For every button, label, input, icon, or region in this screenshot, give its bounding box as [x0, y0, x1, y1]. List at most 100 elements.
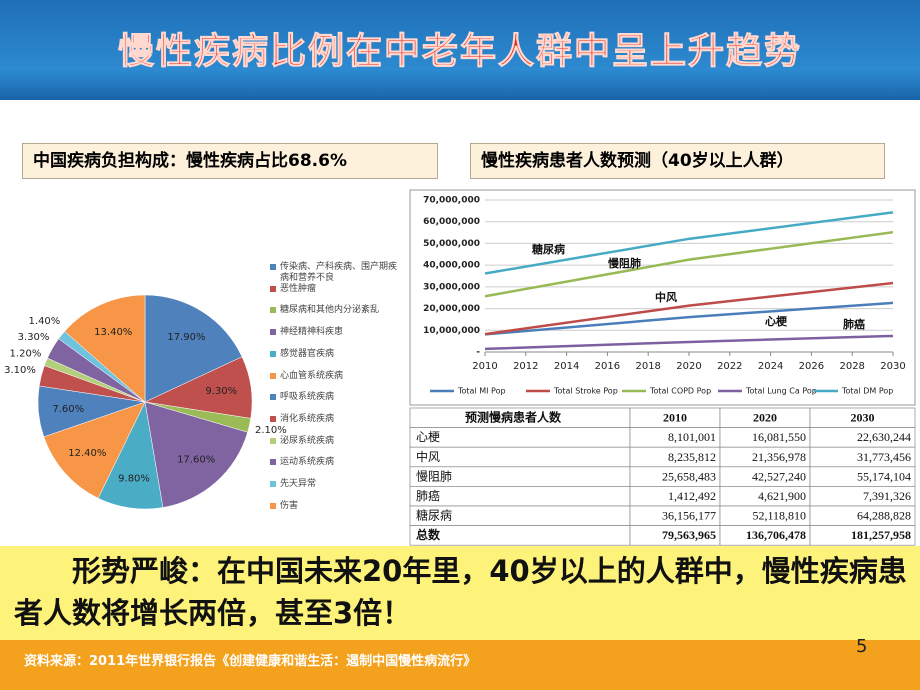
table-cell-text: 21,356,978 [752, 450, 806, 464]
legend-item: 运动系统疾病 [270, 457, 400, 468]
legend-label: Total COPD Pop [649, 387, 711, 396]
x-tick-label: 2024 [758, 361, 783, 372]
legend-label: Total Lung Ca Pop [745, 387, 817, 396]
y-tick-label: 50,000,000 [423, 239, 480, 249]
x-tick-label: 2020 [676, 361, 701, 372]
x-tick-label: 2018 [635, 361, 660, 372]
legend-swatch [270, 329, 276, 336]
x-tick-label: 2030 [880, 361, 905, 372]
data-label: 3.30% [18, 332, 50, 343]
line [484, 281, 894, 336]
legend-item: 恶性肿瘤 [270, 284, 400, 295]
y-tick-label: 20,000,000 [423, 304, 480, 314]
legend-swatch [270, 264, 276, 270]
legend-label: 伤害 [280, 500, 299, 511]
legend-label: Total MI Pop [457, 387, 506, 396]
table-cell-text: 181,257,958 [851, 528, 911, 542]
page-number: 5 [856, 636, 868, 657]
y-tick-label: 60,000,000 [423, 217, 480, 227]
legend-item: 感觉器官疾病 [270, 349, 400, 360]
table-header: 2030 [851, 411, 875, 425]
data-label: 1.20% [10, 349, 42, 360]
table-cell [409, 525, 631, 546]
y-tick-label: - [476, 348, 480, 358]
y-tick-label: 40,000,000 [423, 261, 480, 271]
annotation: 中风 [655, 290, 677, 304]
legend-label: Total DM Pop [841, 387, 893, 396]
legend-label: 糖尿病和其他内分泌紊乱 [280, 305, 380, 316]
line [484, 334, 894, 351]
table-cell [409, 486, 631, 507]
legend-label: 感觉器官疾病 [280, 348, 335, 359]
pie-slice [43, 401, 146, 499]
annotation: 心梗 [765, 314, 788, 328]
line [484, 230, 894, 298]
table-cell-text: 16,081,550 [752, 430, 806, 444]
table-cell-text: 7,391,326 [863, 489, 911, 503]
title-bar [0, 0, 920, 100]
line-header: 慢性疾病患者人数预测（40岁以上人群） [470, 143, 885, 179]
table-cell-text: 中风 [416, 449, 440, 464]
x-tick-label: 2014 [554, 361, 579, 372]
legend-swatch [270, 394, 276, 401]
table-cell-text: 52,118,810 [752, 509, 806, 523]
legend-item: 传染病、产科疾病、围产期疾病和营养不良 [270, 262, 400, 284]
table-cell-text: 慢阻肺 [416, 469, 452, 483]
x-tick-label: 2010 [472, 361, 497, 372]
legend-item: 泌尿系统疾病 [270, 436, 400, 447]
legend-swatch [270, 415, 276, 422]
table-cell-text: 4,621,900 [758, 489, 806, 503]
line [484, 211, 894, 275]
table-cell-text: 64,288,828 [857, 509, 911, 523]
legend-item: 伤害 [270, 501, 400, 512]
annotation: 肺癌 [843, 317, 865, 331]
footer-band [0, 640, 920, 690]
data-label: 13.40% [94, 327, 132, 338]
legend-swatch [270, 350, 276, 357]
table-cell-text: 55,174,104 [857, 469, 911, 483]
legend-swatch [270, 481, 276, 487]
table-cell-text: 8,235,812 [668, 450, 716, 464]
pie-slice [64, 294, 146, 403]
data-label: 7.60% [52, 404, 84, 415]
table-cell-text: 31,773,456 [857, 450, 911, 464]
legend-label: 神经精神科疾患 [280, 327, 344, 338]
table-cell-text: 25,658,483 [662, 469, 716, 483]
legend-swatch [270, 459, 276, 466]
table-cell [409, 446, 631, 468]
table-cell-text: 肺癌 [416, 488, 440, 503]
annotation: 糖尿病 [532, 242, 565, 256]
table-header: 2020 [753, 411, 777, 425]
data-label: 17.60% [177, 455, 215, 466]
pie-header: 中国疾病负担构成：慢性疾病占比68.6% [22, 143, 438, 179]
data-label: 9.30% [205, 386, 237, 397]
callout-band [0, 546, 920, 640]
legend-label: 恶性肿瘤 [280, 283, 317, 294]
legend-item: 消化系统疾病 [270, 414, 400, 425]
table-cell [409, 427, 631, 448]
table-cell-text: 总数 [416, 527, 441, 542]
legend-item: 糖尿病和其他内分泌紊乱 [270, 305, 400, 316]
annotation: 慢阻肺 [608, 256, 641, 270]
table-cell-text: 糖尿病 [416, 508, 452, 523]
legend-swatch [270, 437, 276, 444]
table-header: 2010 [663, 411, 687, 425]
legend-item: 呼吸系统疾病 [270, 392, 400, 403]
data-label: 1.40% [29, 316, 61, 327]
table-cell-text: 1,412,492 [668, 489, 716, 503]
table-cell-text: 79,563,965 [662, 528, 716, 542]
legend-label: 呼吸系统疾病 [280, 392, 335, 403]
legend-label: 泌尿系统疾病 [280, 435, 335, 446]
legend-swatch [270, 285, 276, 292]
legend-swatch [270, 502, 276, 509]
table-cell [809, 525, 916, 546]
x-tick-label: 2012 [513, 361, 538, 372]
table-cell-text: 136,706,478 [746, 528, 806, 542]
data-label: 12.40% [68, 448, 106, 459]
y-tick-label: 10,000,000 [423, 326, 480, 336]
data-label: 17.90% [167, 332, 205, 343]
legend-label: 先天异常 [280, 479, 317, 489]
table-cell-text: 22,630,244 [857, 430, 911, 444]
legend-swatch [270, 307, 276, 314]
